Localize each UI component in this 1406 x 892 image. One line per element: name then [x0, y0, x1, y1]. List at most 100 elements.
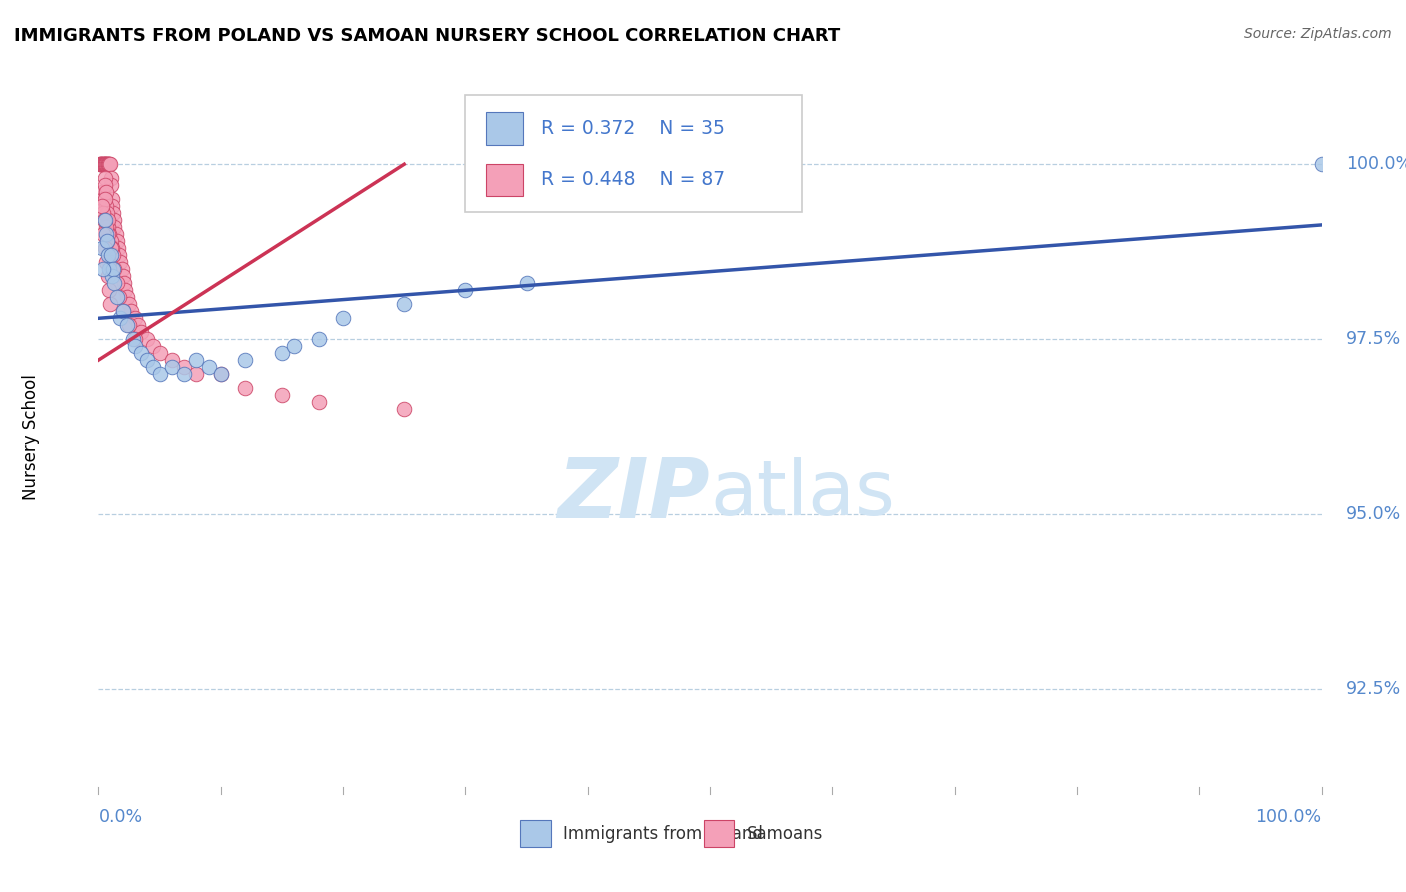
Point	[97, 157, 120, 171]
Point	[129, 325, 152, 339]
Point	[186, 367, 208, 381]
Point	[160, 360, 183, 375]
Text: Samoans: Samoans	[747, 825, 823, 843]
Point	[111, 269, 134, 284]
Point	[101, 241, 124, 255]
Point	[124, 339, 146, 353]
Point	[94, 241, 117, 255]
Point	[94, 185, 117, 199]
Point	[173, 367, 195, 381]
Point	[90, 157, 112, 171]
Point	[100, 241, 122, 255]
Point	[94, 199, 117, 213]
Point	[91, 227, 114, 242]
Point	[93, 213, 115, 227]
Point	[197, 360, 219, 375]
Point	[98, 297, 121, 311]
Point	[283, 339, 305, 353]
Point	[104, 227, 127, 242]
Point	[97, 213, 120, 227]
Point	[100, 234, 122, 248]
Point	[114, 283, 136, 297]
Point	[392, 402, 416, 417]
Point	[103, 276, 125, 290]
Point	[516, 276, 538, 290]
Point	[101, 269, 124, 284]
Point	[108, 290, 131, 304]
Point	[97, 157, 120, 171]
Point	[97, 283, 120, 297]
Point	[94, 220, 117, 235]
Point	[103, 220, 125, 235]
Point	[105, 276, 128, 290]
Point	[270, 388, 294, 402]
Text: atlas: atlas	[710, 458, 894, 531]
Point	[93, 157, 115, 171]
Point	[142, 339, 165, 353]
Point	[209, 367, 232, 381]
Point	[89, 157, 111, 171]
Point	[98, 255, 121, 269]
Point	[97, 157, 120, 171]
Point	[100, 178, 122, 193]
Text: ZIP: ZIP	[557, 454, 710, 534]
Point	[173, 360, 195, 375]
Point	[94, 157, 117, 171]
Point	[110, 311, 132, 326]
Point	[98, 157, 121, 171]
Point	[136, 332, 159, 346]
Point	[89, 157, 111, 171]
Point	[93, 178, 115, 193]
Point	[118, 297, 141, 311]
Point	[96, 234, 118, 248]
Point	[233, 353, 256, 368]
Text: Nursery School: Nursery School	[22, 374, 41, 500]
Point	[90, 157, 112, 171]
Point	[96, 157, 118, 171]
Point	[97, 220, 120, 235]
Text: Immigrants from Poland: Immigrants from Poland	[564, 825, 763, 843]
Point	[107, 241, 129, 255]
Point	[149, 346, 172, 360]
Point	[96, 157, 118, 171]
Point	[1310, 157, 1333, 171]
Point	[91, 241, 114, 255]
Point	[124, 332, 146, 346]
Point	[91, 192, 114, 206]
Point	[96, 213, 118, 227]
Point	[160, 353, 183, 368]
Text: R = 0.372    N = 35: R = 0.372 N = 35	[541, 119, 725, 138]
Point	[233, 381, 256, 395]
Point	[121, 332, 143, 346]
Point	[209, 367, 232, 381]
Point	[101, 206, 124, 220]
Point	[96, 206, 118, 220]
Text: 0.0%: 0.0%	[98, 808, 142, 826]
Point	[105, 290, 128, 304]
Point	[149, 367, 172, 381]
Point	[91, 157, 114, 171]
Point	[93, 171, 115, 186]
Text: 92.5%: 92.5%	[1346, 680, 1402, 698]
Point	[115, 290, 138, 304]
Point	[97, 227, 120, 242]
Point	[103, 262, 125, 277]
FancyBboxPatch shape	[704, 821, 734, 847]
Point	[120, 304, 142, 318]
Point	[105, 234, 128, 248]
Text: IMMIGRANTS FROM POLAND VS SAMOAN NURSERY SCHOOL CORRELATION CHART: IMMIGRANTS FROM POLAND VS SAMOAN NURSERY…	[14, 27, 841, 45]
FancyBboxPatch shape	[486, 164, 523, 196]
Point	[308, 395, 330, 409]
Text: Source: ZipAtlas.com: Source: ZipAtlas.com	[1244, 27, 1392, 41]
Point	[111, 304, 134, 318]
Point	[91, 206, 114, 220]
Point	[332, 311, 354, 326]
Point	[111, 262, 134, 277]
FancyBboxPatch shape	[465, 95, 801, 212]
Point	[101, 248, 124, 262]
Point	[142, 360, 165, 375]
Point	[108, 248, 131, 262]
FancyBboxPatch shape	[486, 112, 523, 145]
Point	[91, 199, 114, 213]
Point	[103, 213, 125, 227]
